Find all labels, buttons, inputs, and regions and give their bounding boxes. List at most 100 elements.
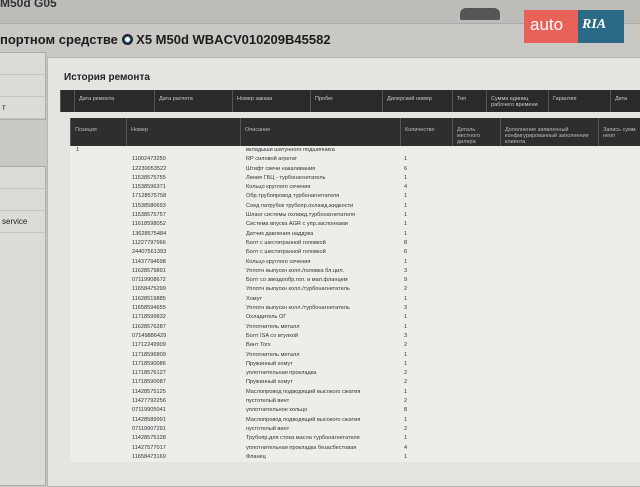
sidebar-item[interactable]: т <box>0 97 45 119</box>
table-row[interactable]: 11538575757 Шланг системы охлажд.турбонаг… <box>70 211 640 220</box>
quantity-cell: 8 <box>404 239 408 246</box>
part-number-cell: 11538580693 <box>132 202 166 209</box>
quantity-cell: 4 <box>404 184 408 191</box>
table-row[interactable]: 07119905041 уплотнительное кольцо 8 <box>70 406 640 415</box>
table-row[interactable]: 07119907291 пустотелый винт 2 <box>70 425 640 434</box>
table-row[interactable]: 11718590087 Пружинный хомут 2 <box>70 378 640 387</box>
quantity-cell: 1 <box>404 193 408 200</box>
table-row[interactable]: 11538596371 Кольцо круглого сечения 4 <box>70 183 640 192</box>
table-row[interactable]: 11538575755 Линия ГБЦ - турбонагнетатель 1 <box>70 174 640 183</box>
col-work-units[interactable]: Сумма единиц рабочего времени <box>486 90 548 112</box>
table-row[interactable]: 11227797966 Болт с шестигранной головкой 8 <box>70 239 640 248</box>
quantity-cell: 2 <box>404 398 408 405</box>
part-number-cell: 11718596809 <box>132 351 166 358</box>
table-row[interactable]: 13628575484 Датчик давления наддува 1 <box>70 230 640 239</box>
table-row[interactable]: 11718596809 Уплотнитель металл 1 <box>70 351 640 360</box>
table-row[interactable]: 11628579891 Уплотн выпускн колл./головка … <box>70 267 640 276</box>
description-cell: Пружинный хомут <box>246 379 293 386</box>
col-customer-addition[interactable]: Дополнение заявленный конфигурированный … <box>500 118 598 146</box>
quantity-cell: 2 <box>404 370 408 377</box>
quantity-cell: 9 <box>404 277 408 284</box>
description-cell: Штифт свечи накаливания <box>246 165 316 172</box>
sidebar-group-1: т <box>0 52 46 120</box>
quantity-cell: 1 <box>404 212 408 219</box>
col-position[interactable]: Позиция <box>70 118 126 146</box>
table-row[interactable]: 11618598052 Система впуска AGR с упр.засл… <box>70 220 640 229</box>
table-row[interactable]: 11718576127 уплотнительная прокладка 2 <box>70 369 640 378</box>
table-row[interactable]: 11628519885 Хомут 1 <box>70 295 640 304</box>
table-row[interactable]: 11712249909 Винт Torx 2 <box>70 341 640 350</box>
col-calc-date[interactable]: Дата расчета <box>154 90 232 112</box>
sidebar-item-service[interactable]: service <box>0 211 45 233</box>
part-number-cell: 11428575128 <box>132 435 166 442</box>
sidebar-item[interactable] <box>0 167 45 189</box>
table-row[interactable]: 07149886429 Болт ISA со втулкой 3 <box>70 332 640 341</box>
quantity-cell: 1 <box>404 295 408 302</box>
quantity-cell: 2 <box>404 379 408 386</box>
panel-title: История ремонта <box>64 72 150 83</box>
quantity-cell: 3 <box>404 267 408 274</box>
history-table-header: Дата ремонта Дата расчета Номер заказа П… <box>60 90 640 112</box>
col-number[interactable]: Номер <box>126 118 240 146</box>
quantity-cell: 1 <box>404 221 408 228</box>
table-row[interactable]: 11427577017 уплотнительная прокладка беза… <box>70 444 640 453</box>
description-cell: Уплотнитель металл <box>246 351 300 358</box>
quantity-cell: 1 <box>404 258 408 265</box>
part-number-cell: 11628519885 <box>132 295 166 302</box>
table-row[interactable]: 17128575758 Обр.трубопровод турбонагнетат… <box>70 192 640 201</box>
table-row[interactable]: 12230053522 Штифт свечи накаливания 6 <box>70 165 640 174</box>
table-row[interactable]: 11428589991 Маслопровод подводящий высоко… <box>70 416 640 425</box>
quantity-cell: 1 <box>404 360 408 367</box>
description-cell: Уплотнитель металл <box>246 323 300 330</box>
description-cell: Система впуска AGR с упр.заслонками <box>246 221 349 228</box>
sidebar-item[interactable] <box>0 189 45 211</box>
quantity-cell: 2 <box>404 425 408 432</box>
col-dealer-number[interactable]: Дилерский номер <box>382 90 452 112</box>
quantity-cell: 3 <box>404 305 408 312</box>
table-row[interactable]: 11427792256 пустотелый винт 2 <box>70 397 640 406</box>
table-row[interactable]: 11658594655 Уплотн выпускн колл./турбонаг… <box>70 304 640 313</box>
table-row[interactable]: 11718590086 Пружинный хомут 1 <box>70 360 640 369</box>
description-cell: вкладыши шатунного подшипника <box>246 147 335 153</box>
part-number-cell: 07119905041 <box>132 407 166 414</box>
col-details[interactable]: Дета <box>610 90 640 112</box>
col-order-number[interactable]: Номер заказа <box>232 90 310 112</box>
quantity-cell: 6 <box>404 249 408 256</box>
table-row[interactable]: 11437794698 Кольцо круглого сечения 1 <box>70 258 640 267</box>
col-repair-date[interactable]: Дата ремонта <box>74 90 154 112</box>
part-number-cell: 07119907291 <box>132 425 166 432</box>
table-row[interactable]: 11428575128 Трубопр.для стока масла турбо… <box>70 434 640 443</box>
description-cell: Пружинный хомут <box>246 360 293 367</box>
quantity-cell: 2 <box>404 286 408 293</box>
part-number-cell: 11538596371 <box>132 184 166 191</box>
col-record[interactable]: Запись сумм неоп <box>598 118 640 146</box>
table-row[interactable]: 11428575125 Маслопровод подводящий высоко… <box>70 388 640 397</box>
table-row[interactable]: 11628576287 Уплотнитель металл 1 <box>70 323 640 332</box>
sidebar-item[interactable] <box>0 75 45 97</box>
table-row[interactable]: 11658473169 Фланец 1 <box>70 453 640 462</box>
sidebar-item[interactable] <box>0 53 45 75</box>
col-description[interactable]: Описание <box>240 118 400 146</box>
part-number-cell: 11437794698 <box>132 258 166 265</box>
part-number-cell: 13628575484 <box>132 230 167 237</box>
vehicle-thumbnail <box>460 8 500 20</box>
description-cell: Кольцо круглого сечения <box>246 258 311 265</box>
part-number-cell: 11427577017 <box>132 444 166 451</box>
table-row[interactable]: 07119908672 Болт со звездообр.гол. и мал.… <box>70 276 640 285</box>
table-row[interactable]: 1 вкладыши шатунного подшипника <box>70 146 640 155</box>
table-row[interactable]: 11718599832 Охладитель ОГ 1 <box>70 313 640 322</box>
autoria-logo: auto RIA <box>524 10 624 43</box>
col-type[interactable]: Тип <box>452 90 486 112</box>
table-row[interactable]: 11658475299 Уплотн выпускн колл./турбонаг… <box>70 285 640 294</box>
part-number-cell: 07119908672 <box>132 277 166 284</box>
quantity-cell: 1 <box>404 174 408 181</box>
col-quantity[interactable]: Количество <box>400 118 452 146</box>
quantity-cell: 2 <box>404 342 408 349</box>
col-local-dealer-part[interactable]: Деталь местного дилера <box>452 118 500 146</box>
col-mileage[interactable]: Пробег <box>310 90 382 112</box>
table-row[interactable]: 11002473250 RP силовой агрегат 1 <box>70 155 640 164</box>
table-row[interactable]: 11538580693 Соед патрубок трубопр.охлажд.… <box>70 202 640 211</box>
col-warranty[interactable]: Гарантия <box>548 90 610 112</box>
table-row[interactable]: 24407561393 Болт с шестигранной головкой 6 <box>70 248 640 257</box>
quantity-cell: 1 <box>404 230 408 237</box>
